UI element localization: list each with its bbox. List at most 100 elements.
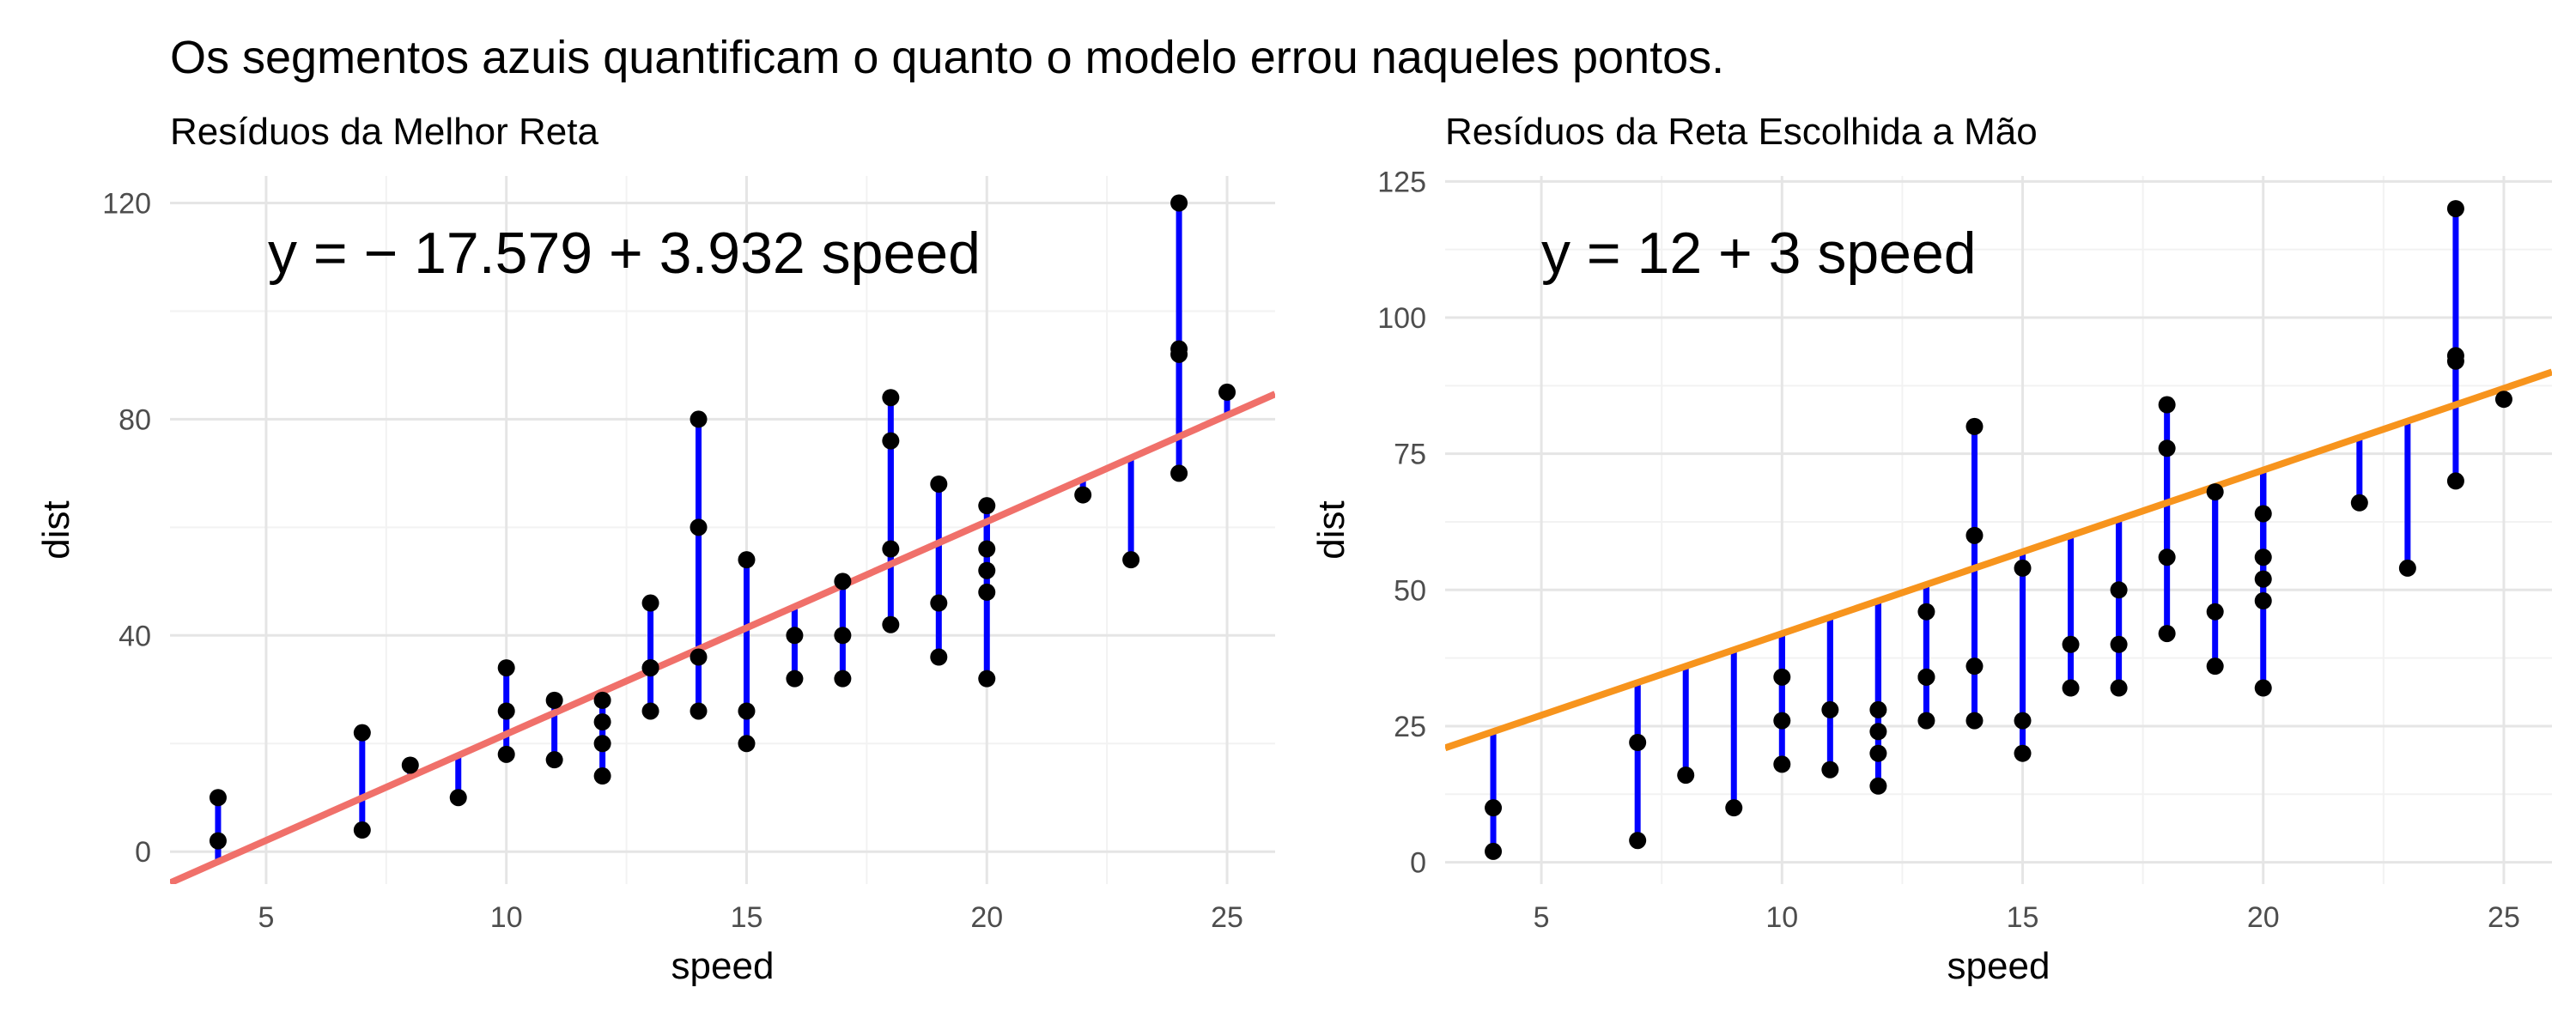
hand-data-point (1725, 799, 1743, 817)
hand-data-point (2014, 559, 2032, 577)
hand-data-point (2158, 625, 2176, 643)
hand-y-tick-label: 50 (1394, 574, 1426, 607)
hand-data-point (2062, 679, 2080, 697)
best-data-point (545, 751, 563, 769)
best-equation-annotation: y = − 17.579 + 3.932 speed (268, 221, 981, 286)
best-data-point (401, 756, 419, 774)
hand-x-tick-label: 25 (2488, 901, 2520, 934)
best-data-point (353, 724, 371, 742)
best-data-point (786, 670, 804, 688)
hand-data-point (1629, 832, 1647, 850)
hand-data-point (1677, 766, 1695, 785)
hand-data-point (2062, 635, 2080, 653)
hand-data-point (2110, 635, 2128, 653)
best-data-point (353, 821, 371, 839)
best-panel-title: Resíduos da Melhor Reta (170, 111, 598, 153)
best-data-point (1170, 194, 1188, 212)
panel-best-line: 5 10 15 20 25 0 40 80 120 y = − 17.579 + 3.932 sp… (35, 111, 1275, 987)
hand-data-point (1869, 700, 1887, 718)
hand-data-point (2350, 494, 2368, 512)
hand-data-point (1773, 712, 1791, 730)
hand-data-point (2254, 592, 2272, 609)
best-data-point (497, 745, 515, 763)
best-data-point (882, 615, 900, 633)
best-data-point (978, 583, 996, 601)
best-data-point (1074, 486, 1092, 504)
best-data-point (641, 659, 659, 677)
hand-data-point (2446, 200, 2464, 218)
best-data-point (930, 475, 948, 493)
hand-data-point (2158, 548, 2176, 566)
best-x-tick-label: 5 (258, 901, 274, 934)
hand-data-point (1965, 417, 1984, 435)
hand-data-point (2254, 679, 2272, 697)
hand-y-tick-label: 125 (1377, 166, 1426, 198)
hand-data-point (2254, 548, 2272, 566)
best-data-point (930, 648, 948, 666)
best-data-point (497, 702, 515, 720)
best-data-point (641, 594, 659, 612)
best-y-tick-label: 40 (118, 620, 151, 652)
best-data-point (593, 691, 611, 709)
best-data-point (978, 497, 996, 515)
hand-y-tick-label: 75 (1394, 439, 1426, 471)
hand-data-point (1485, 842, 1503, 860)
best-data-point (738, 735, 756, 753)
hand-data-point (1869, 723, 1887, 741)
best-y-tick-label: 120 (102, 187, 151, 220)
best-data-point (978, 540, 996, 558)
best-y-tick-label: 80 (118, 403, 151, 436)
hand-data-point (1965, 526, 1984, 544)
hand-data-point (2206, 603, 2224, 621)
best-fitted-line (170, 391, 1275, 884)
hand-data-point (2446, 347, 2464, 365)
best-data-point (738, 702, 756, 720)
best-x-tick-label: 25 (1211, 901, 1243, 934)
hand-data-point (1485, 799, 1503, 817)
best-data-point (209, 789, 227, 807)
best-data-point (593, 735, 611, 753)
best-data-point (690, 410, 708, 428)
best-data-point (882, 432, 900, 450)
best-data-point (834, 670, 852, 688)
hand-data-point (1629, 734, 1647, 751)
best-data-point (738, 551, 756, 569)
hand-panel-title: Resíduos da Reta Escolhida a Mão (1445, 111, 2038, 153)
hand-data-point (1965, 712, 1984, 730)
figure-title: Os segmentos azuis quantificam o quanto … (170, 32, 1725, 83)
best-x-tick-label: 15 (731, 901, 763, 934)
best-x-axis-label: speed (671, 945, 775, 987)
best-data-point (641, 702, 659, 720)
best-data-point (1170, 464, 1188, 482)
hand-x-tick-label: 20 (2247, 901, 2280, 934)
hand-data-point (2254, 570, 2272, 588)
hand-data-point (1965, 657, 1984, 676)
best-x-tick-label: 20 (970, 901, 1003, 934)
hand-y-axis-label: dist (1310, 500, 1352, 559)
hand-data-point (2254, 505, 2272, 523)
best-data-point (1218, 383, 1236, 401)
best-y-tick-label: 0 (135, 836, 151, 869)
best-data-point (834, 573, 852, 591)
hand-data-point (1869, 744, 1887, 762)
hand-data-point (2158, 439, 2176, 457)
best-x-tick-label: 10 (490, 901, 523, 934)
best-data-point (882, 389, 900, 407)
hand-x-tick-label: 15 (2007, 901, 2039, 934)
best-data-point (978, 670, 996, 688)
hand-data-point (2110, 679, 2128, 697)
best-data-point (930, 594, 948, 612)
hand-data-point (1773, 668, 1791, 686)
hand-data-point (1917, 603, 1935, 621)
hand-y-tick-label: 0 (1410, 847, 1426, 880)
best-data-point (545, 691, 563, 709)
hand-data-point (1917, 712, 1935, 730)
hand-equation-annotation: y = 12 + 3 speed (1541, 221, 1977, 286)
hand-y-tick-label: 100 (1377, 302, 1426, 335)
best-data-point (209, 832, 227, 850)
best-data-point (834, 627, 852, 645)
best-data-point (593, 713, 611, 731)
best-data-point (1170, 340, 1188, 358)
hand-data-point (2014, 744, 2032, 762)
